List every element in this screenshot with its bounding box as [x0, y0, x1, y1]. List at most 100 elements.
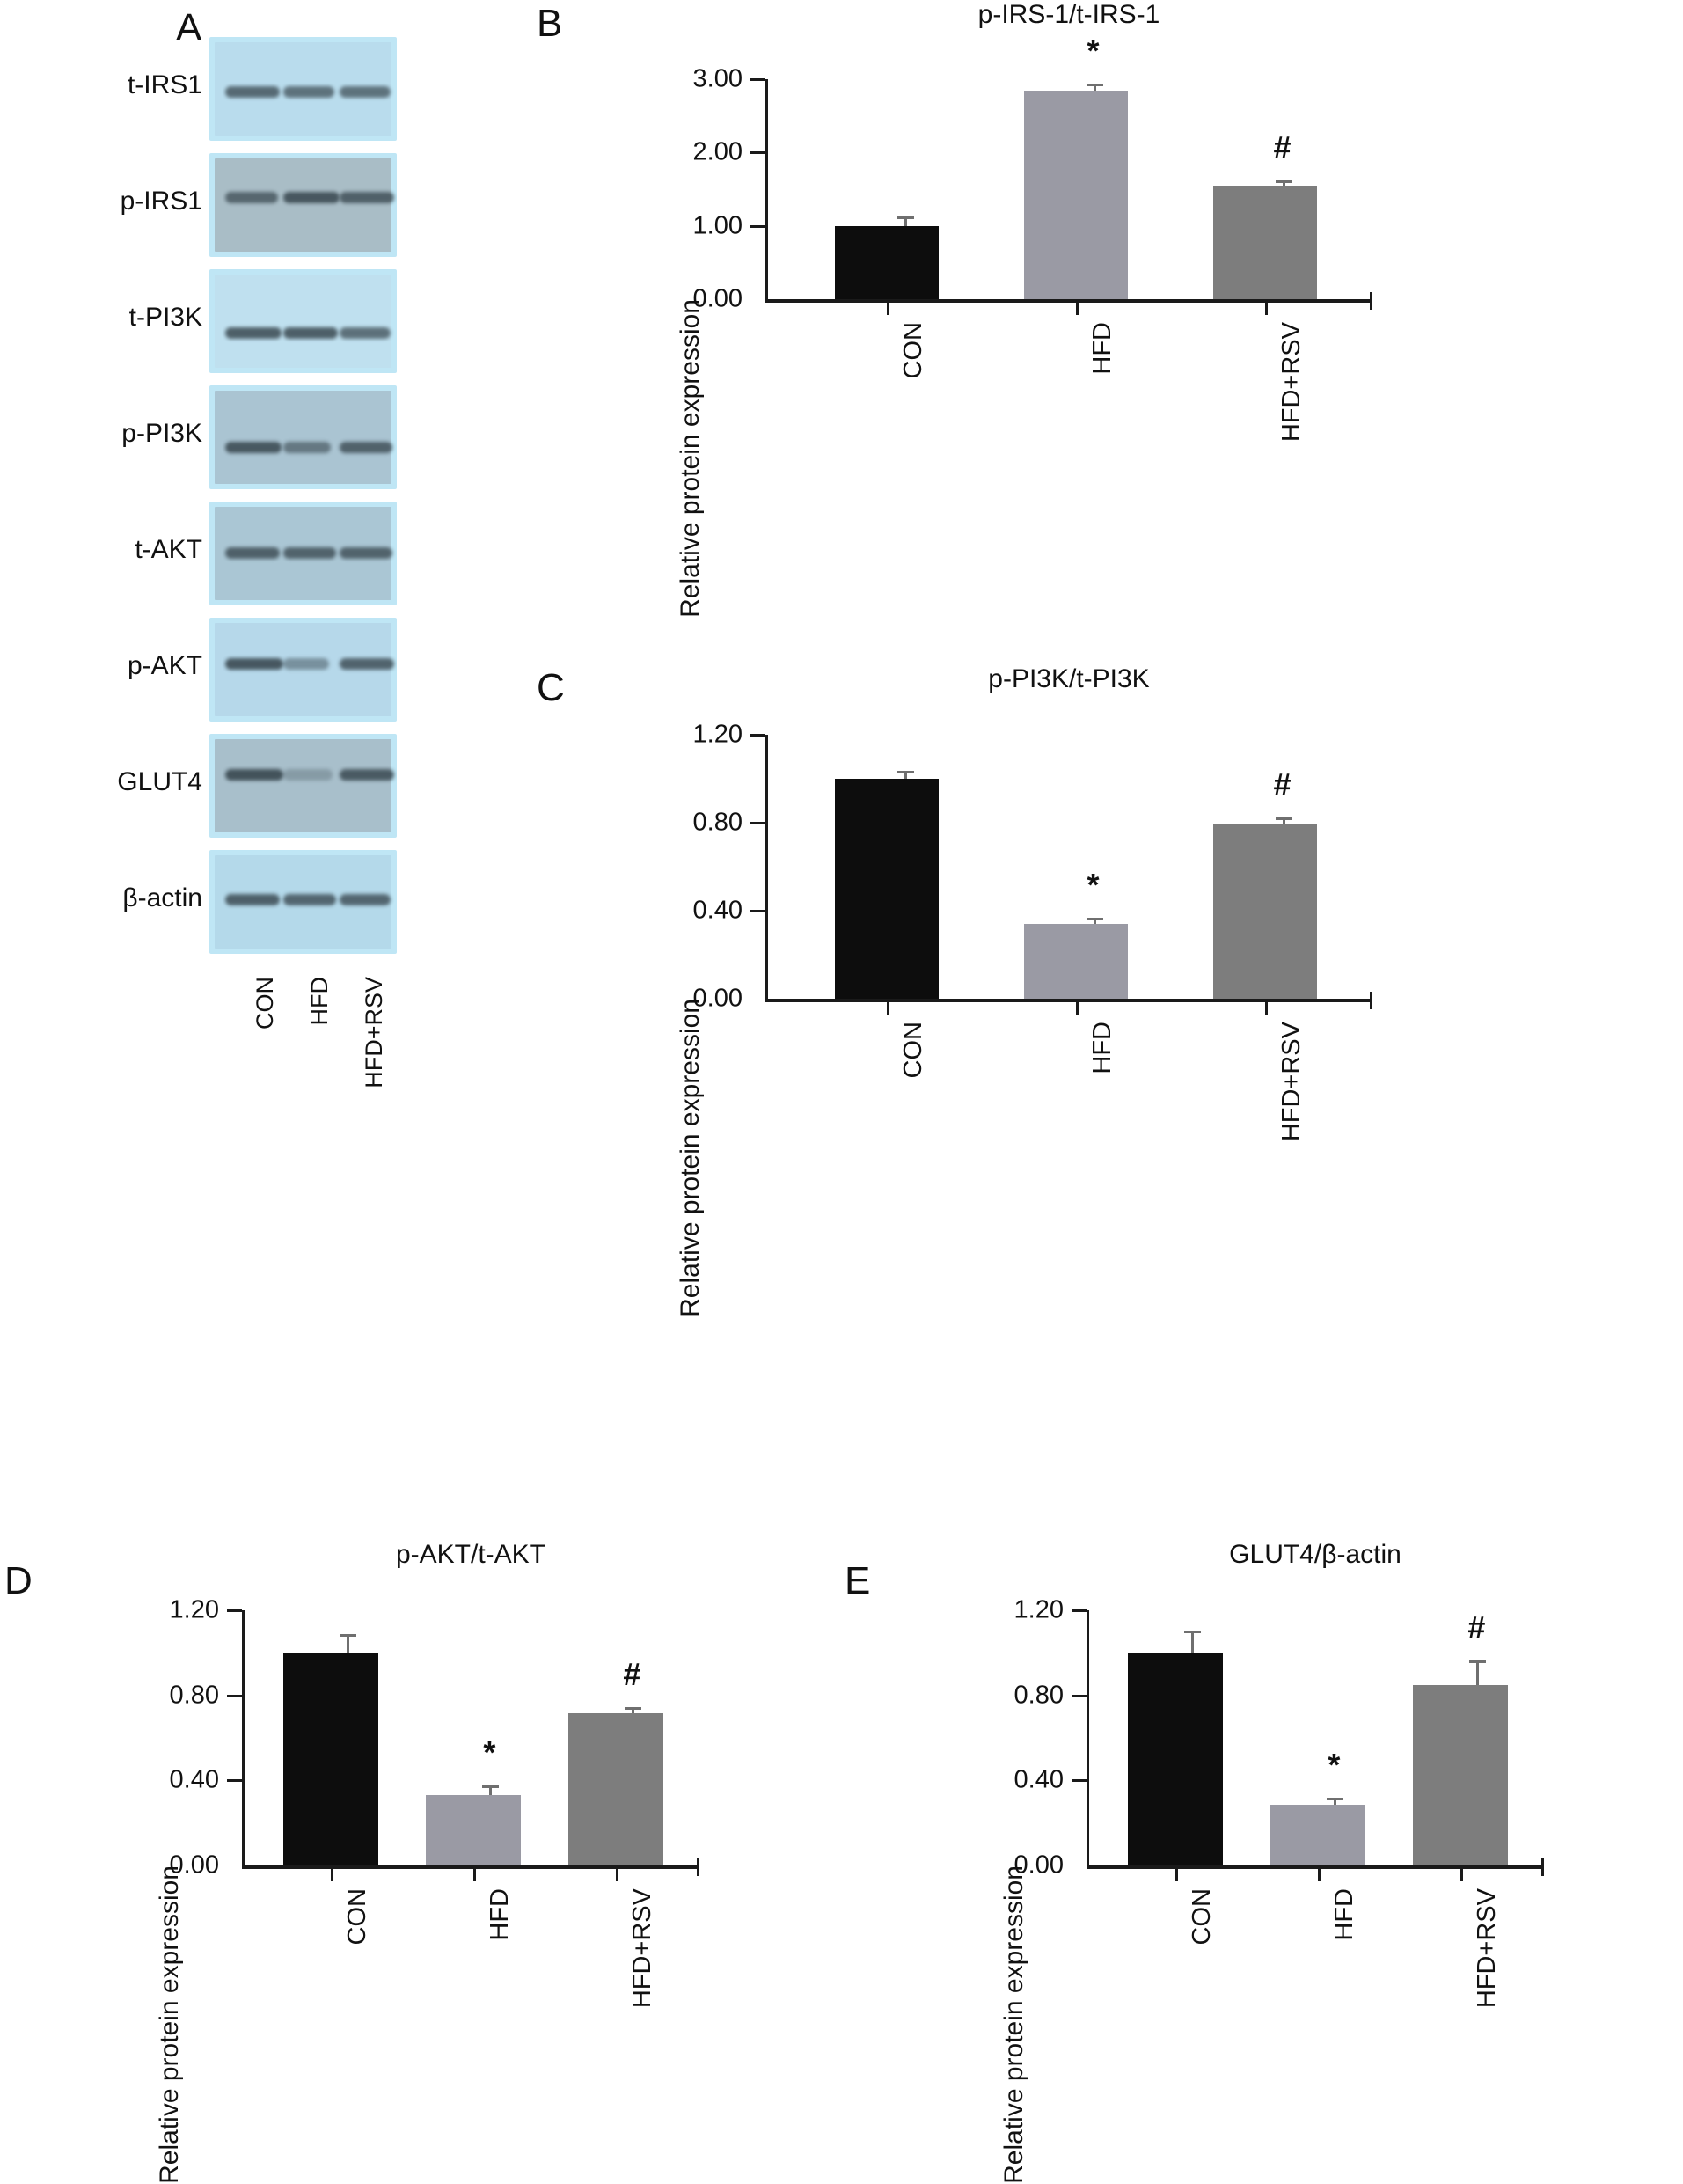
y-axis-tick — [227, 1779, 242, 1783]
blot-band — [225, 192, 278, 203]
x-axis-label-hfd: HFD — [1087, 1022, 1116, 1074]
blot-row: t-IRS1 — [0, 37, 528, 143]
blot-band — [225, 894, 280, 905]
panel-letter-c: C — [537, 666, 565, 709]
y-axis-tick-label: 3.00 — [692, 64, 743, 93]
blot-image — [209, 850, 397, 954]
y-axis-tick-label: 1.20 — [169, 1595, 219, 1624]
x-axis-tick — [1075, 301, 1079, 315]
blot-label: β-actin — [122, 883, 202, 912]
y-axis-tick — [1072, 1609, 1087, 1612]
error-bar-cap — [1184, 1630, 1202, 1633]
error-bar — [1093, 918, 1096, 924]
x-axis-end-tick — [1370, 292, 1372, 310]
blot-band — [340, 327, 391, 339]
x-axis-tick — [1264, 301, 1268, 315]
significance-marker: * — [1087, 867, 1100, 903]
blot-band — [283, 192, 340, 203]
error-bar-cap — [1469, 1660, 1487, 1663]
x-axis-tick — [1264, 1000, 1268, 1015]
error-bar-cap — [1086, 918, 1103, 920]
blot-membrane — [215, 739, 394, 832]
blot-row: p-IRS1 — [0, 153, 528, 259]
blot-band — [283, 894, 336, 905]
y-axis-line — [765, 79, 768, 299]
bar-hfd — [1023, 924, 1128, 999]
x-axis-tick — [886, 301, 889, 315]
blot-membrane — [215, 158, 394, 252]
plot-area: 0.00 0.40 0.80 1.20 CON * HFD # HFD+RSV — [693, 721, 1372, 1141]
blot-row: p-PI3K — [0, 385, 528, 491]
bar-con — [834, 225, 939, 299]
chart-title: p-PI3K/t-PI3K — [988, 664, 1150, 693]
y-axis-tick-label: 0.00 — [1013, 1851, 1064, 1880]
x-axis-tick — [886, 1000, 889, 1015]
blot-band — [340, 86, 391, 98]
y-axis-tick-label: 0.40 — [169, 1765, 219, 1794]
blot-lane-label-hfd: HFD — [306, 977, 333, 1026]
blot-band — [225, 547, 280, 559]
blot-band — [340, 658, 394, 670]
y-axis-line — [765, 735, 768, 999]
y-axis-tick — [750, 734, 765, 737]
bar-con — [834, 779, 939, 999]
y-axis-tick — [227, 1609, 242, 1612]
blot-membrane — [215, 391, 392, 484]
chart-title: p-AKT/t-AKT — [395, 1540, 546, 1569]
panel-letter-b: B — [537, 2, 563, 45]
blot-band — [340, 547, 392, 559]
blot-image — [209, 618, 397, 722]
blot-label: t-AKT — [135, 535, 202, 564]
panel-letter-a: A — [176, 6, 202, 49]
blot-band — [283, 442, 331, 453]
plot-area: 0.00 0.40 0.80 1.20 CON * HFD # HFD+RSV — [170, 1596, 699, 2008]
y-axis-tick — [750, 910, 765, 912]
y-axis-line — [1087, 1610, 1089, 1865]
y-axis-tick-label: 0.00 — [692, 284, 743, 313]
blot-band — [225, 86, 280, 98]
x-axis-tick — [331, 1867, 333, 1881]
blot-label: p-AKT — [127, 651, 202, 680]
error-bar-cap — [625, 1707, 642, 1711]
error-bar — [632, 1707, 635, 1714]
blot-image — [209, 37, 397, 141]
blot-image — [209, 734, 397, 838]
bar-hfd — [1023, 90, 1128, 299]
blot-band — [340, 442, 392, 453]
blot-band — [283, 327, 338, 339]
y-axis-tick — [750, 822, 765, 824]
blot-label: t-IRS1 — [127, 70, 202, 99]
blot-label: p-IRS1 — [120, 187, 202, 216]
error-bar-cap — [340, 1633, 357, 1637]
blot-membrane — [215, 623, 394, 716]
error-bar — [1476, 1660, 1480, 1685]
error-bar-cap — [896, 771, 914, 774]
x-axis-label-con: CON — [343, 1888, 371, 1946]
blot-label: GLUT4 — [117, 767, 202, 796]
blot-image — [209, 269, 397, 373]
x-axis-tick — [1175, 1867, 1178, 1881]
y-axis-tick — [750, 78, 765, 81]
significance-marker: * — [483, 1734, 496, 1771]
y-axis-tick-label: 0.80 — [1013, 1681, 1064, 1710]
x-axis-tick — [616, 1867, 618, 1881]
x-axis-label-hfd: HFD — [486, 1888, 514, 1941]
error-bar-cap — [1327, 1798, 1344, 1801]
x-axis-end-tick — [1370, 992, 1372, 1009]
y-axis-tick-label: 1.20 — [1013, 1595, 1064, 1624]
x-axis-line — [765, 999, 1372, 1002]
blot-band — [225, 769, 283, 781]
y-axis-tick-label: 1.00 — [692, 211, 743, 240]
y-axis-tick-label: 0.40 — [692, 896, 743, 925]
blot-band — [283, 658, 329, 670]
blot-band — [225, 442, 282, 453]
blot-membrane — [215, 42, 391, 136]
blot-row-list: t-IRS1 p-IRS1 t-PI3K p-PI3K t-AKT p-AKT GLUT4 β… — [0, 37, 528, 966]
bar-hfd-rsv — [1212, 824, 1317, 999]
x-axis-tick — [473, 1867, 476, 1881]
bar-hfd — [1270, 1805, 1365, 1865]
blot-row: p-AKT — [0, 618, 528, 723]
x-axis-tick — [1075, 1000, 1079, 1015]
x-axis-label-hfd-rsv: HFD+RSV — [628, 1888, 656, 2009]
